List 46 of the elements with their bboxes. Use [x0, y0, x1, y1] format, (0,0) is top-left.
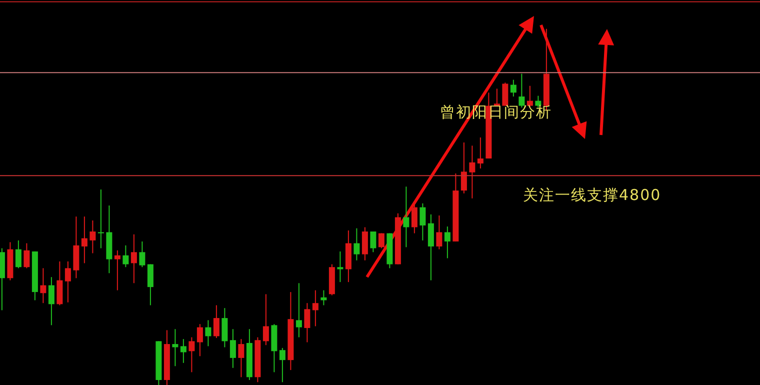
candlestick — [362, 226, 368, 261]
candlestick — [40, 268, 46, 304]
candlestick — [139, 240, 146, 268]
candlestick — [370, 231, 376, 253]
candlestick — [477, 136, 484, 169]
candlestick — [510, 79, 516, 98]
candlestick — [180, 338, 186, 364]
candlestick — [304, 302, 310, 343]
candlestick — [238, 338, 244, 378]
annotation: 关注一线支撑4800 — [523, 186, 662, 205]
candlestick — [147, 264, 154, 306]
candlestick — [420, 202, 426, 241]
candlestick — [64, 260, 71, 303]
candlestick — [312, 290, 318, 327]
candlestick — [172, 328, 178, 367]
candlestick — [494, 88, 500, 106]
candlestick — [337, 250, 344, 283]
candlestick — [98, 188, 104, 249]
candlestick — [444, 226, 450, 259]
candlestick — [188, 336, 195, 373]
candlestick — [81, 216, 88, 264]
candlestick — [114, 250, 120, 291]
candlestick — [296, 282, 302, 338]
candlestick — [354, 228, 360, 261]
candlestick — [222, 308, 228, 348]
candlestick — [378, 232, 384, 249]
candlestick — [460, 142, 467, 194]
candlestick — [279, 347, 286, 383]
candlestick — [90, 220, 96, 254]
candlestick — [436, 214, 442, 250]
candlestick — [15, 240, 22, 269]
candlestick — [122, 244, 129, 268]
candlestick — [502, 82, 508, 106]
candlestick — [48, 276, 54, 326]
candlestick — [130, 234, 137, 284]
candlestick — [403, 186, 410, 248]
candlestick — [262, 294, 269, 346]
candlestick — [24, 242, 30, 269]
candlestick — [230, 328, 236, 368]
candlestick — [411, 202, 418, 234]
candlestick — [469, 145, 476, 199]
candlestick — [213, 304, 220, 338]
candlestick — [428, 214, 434, 281]
candlestick — [196, 324, 203, 357]
candlestick — [56, 260, 63, 306]
candlestick — [205, 320, 212, 347]
